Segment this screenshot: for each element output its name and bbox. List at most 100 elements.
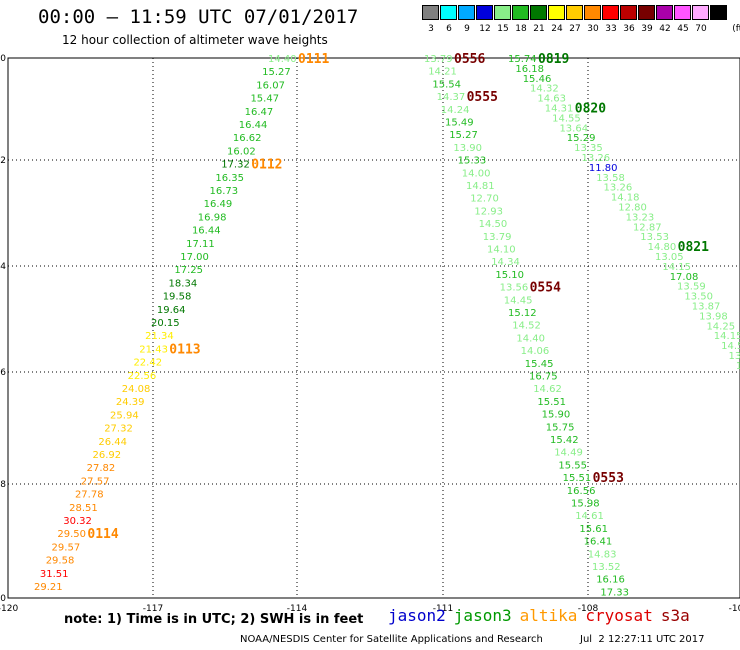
legend-label: 24 (551, 24, 563, 34)
swh-value: 27.57 (81, 476, 110, 487)
satellite-cryosat: cryosat (585, 606, 653, 625)
swh-value: 14.37 (437, 92, 466, 103)
pass-time-label: 0821 (678, 240, 709, 255)
lon-label: -10 (729, 604, 740, 614)
swh-value: 14.34 (491, 257, 520, 268)
swh-value: 14.62 (533, 384, 562, 395)
swh-value: 13.90 (453, 143, 482, 154)
swh-value: 13.87 (692, 302, 721, 313)
swh-value: 13.50 (684, 292, 713, 303)
legend-swatch (602, 5, 619, 20)
swh-value: 16.44 (239, 120, 268, 131)
legend-swatch (638, 5, 655, 20)
swh-value: 14.50 (479, 219, 508, 230)
swh-value: 22.42 (133, 358, 162, 369)
legend-label: 3 (428, 24, 434, 34)
swh-value: 14.49 (554, 448, 583, 459)
page-title: 00:00 – 11:59 UTC 07/01/2017 (38, 6, 359, 28)
swh-value: 17.32 (221, 160, 250, 171)
swh-value: 13.79 (424, 54, 453, 65)
swh-value: 16.98 (198, 212, 227, 223)
swh-value: 26.44 (98, 437, 127, 448)
swh-value: 15.49 (445, 118, 474, 129)
swh-value: 14.18 (611, 193, 640, 204)
swh-value: 12.93 (474, 206, 503, 217)
swh-value: 14.40 (268, 54, 297, 65)
legend-label: 42 (659, 24, 671, 34)
map-frame (7, 57, 740, 599)
swh-value: 13.26 (604, 183, 633, 194)
swh-value: 12.80 (618, 203, 647, 214)
swh-value: 13.35 (574, 143, 603, 154)
swh-value: 13.98 (699, 311, 728, 322)
legend-swatch (566, 5, 583, 20)
legend-swatch (422, 5, 439, 20)
swh-value: 14.80 (648, 242, 677, 253)
swh-value: 20.15 (151, 318, 180, 329)
swh-value: 15.42 (550, 435, 579, 446)
legend-swatch (530, 5, 547, 20)
legend-label: 30 (587, 24, 599, 34)
swh-value: 13.63 (729, 351, 740, 362)
swh-value: 13.52 (592, 562, 621, 573)
swh-value: 14.24 (441, 105, 470, 116)
legend-label: 39 (641, 24, 653, 34)
swh-value: 13.53 (640, 232, 669, 243)
pass-time-label: 0554 (530, 281, 561, 296)
swh-value: 29.21 (34, 582, 63, 593)
swh-value: 16.62 (233, 133, 262, 144)
satellite-jason2: jason2 (388, 606, 446, 625)
swh-value: 14.10 (487, 245, 516, 256)
legend-label: 70 (695, 24, 707, 34)
swh-value: 14.15 (662, 262, 691, 273)
legend-swatch (440, 5, 457, 20)
pass-time-label: 0556 (454, 52, 485, 67)
swh-value: 13.05 (655, 252, 684, 263)
swh-value: 21.43 (139, 344, 168, 355)
swh-value: 13.79 (483, 232, 512, 243)
swh-value: 13.58 (596, 173, 625, 184)
swh-value: 26.92 (93, 450, 122, 461)
legend-label: 33 (605, 24, 617, 34)
swh-value: 13.56 (500, 283, 529, 294)
swh-value: 15.90 (542, 410, 571, 421)
lon-label: -117 (143, 604, 163, 614)
legend-unit: (ft) (732, 24, 740, 34)
observations: 14.40 15.27 16.07 15.47 16.47 16.44 16.62 16.02… (34, 54, 740, 598)
swh-value: 15.98 (571, 499, 600, 510)
lat-label: 42 (0, 156, 6, 166)
legend-swatch (512, 5, 529, 20)
swh-value: 16.44 (192, 226, 221, 237)
swh-value: 16.02 (227, 146, 256, 157)
swh-value: 13.34 (736, 361, 740, 372)
swh-value: 12.87 (633, 222, 662, 233)
swh-value: 14.83 (588, 549, 617, 560)
swh-value: 17.08 (670, 272, 699, 283)
swh-value: 16.56 (567, 486, 596, 497)
generated-timestamp: Jul 2 12:27:11 UTC 2017 (580, 634, 705, 645)
swh-value: 14.63 (537, 94, 566, 105)
swh-value: 15.27 (449, 130, 478, 141)
swh-value: 25.94 (110, 410, 139, 421)
pass-time-label: 0555 (467, 90, 498, 105)
pass-time-label: 0553 (593, 471, 624, 486)
pass-time-label: 0111 (298, 52, 329, 67)
swh-value: 14.40 (516, 333, 545, 344)
swh-value: 19.64 (157, 305, 186, 316)
lat-lon-grid (8, 58, 740, 598)
swh-value: 27.32 (104, 424, 133, 435)
lat-label: 44 (0, 262, 6, 272)
swh-value: 21.34 (145, 331, 174, 342)
swh-value: 27.82 (87, 463, 116, 474)
swh-value: 14.81 (466, 181, 495, 192)
legend-swatch (458, 5, 475, 20)
swh-value: 16.75 (529, 372, 558, 383)
legend-swatch (494, 5, 511, 20)
swh-value: 11.80 (589, 163, 618, 174)
axis-labels: 40 42 44 46 48 50-120 -117 -114 -111 -108 -10 (0, 54, 740, 614)
legend-swatch (620, 5, 637, 20)
credit-text: NOAA/NESDIS Center for Satellite Applica… (240, 634, 543, 645)
swh-value: 29.50 (57, 529, 86, 540)
swh-value: 19.58 (163, 292, 192, 303)
lat-label: 40 (0, 54, 6, 64)
